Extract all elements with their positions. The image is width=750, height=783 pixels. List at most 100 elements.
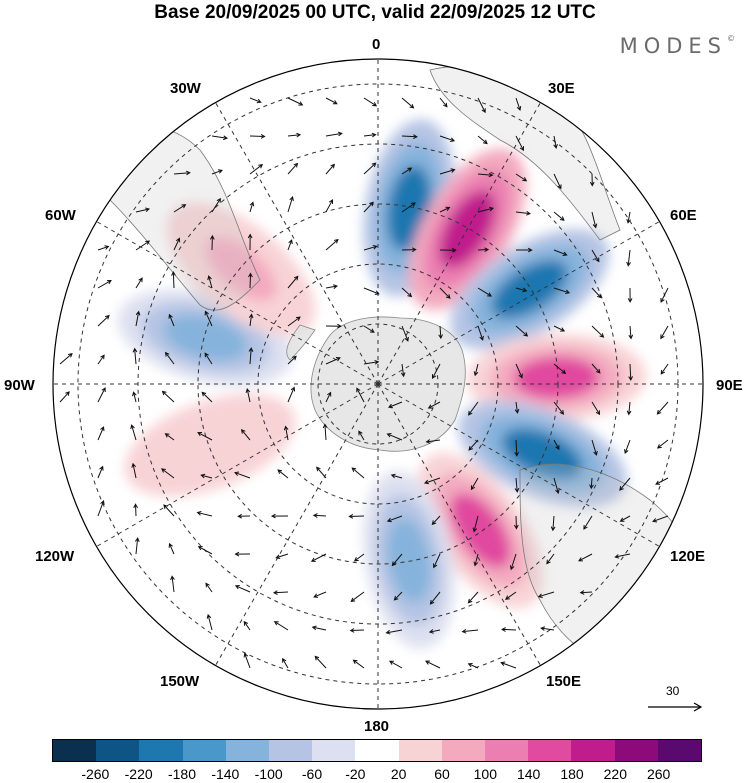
lon-label-90w: 90W xyxy=(4,377,35,394)
wind-vector xyxy=(287,196,294,213)
wind-vector xyxy=(619,477,631,491)
wind-vector xyxy=(515,210,531,216)
wind-vector xyxy=(135,240,151,251)
wind-vector xyxy=(325,163,336,175)
wind-vector xyxy=(287,355,297,365)
wind-vector xyxy=(353,553,365,562)
wind-vector xyxy=(351,467,365,479)
anomaly-blob xyxy=(205,237,277,301)
wind-vector xyxy=(401,287,413,298)
wind-vector xyxy=(628,363,633,382)
wind-vector xyxy=(97,387,106,403)
wind-vector xyxy=(363,287,380,295)
wind-vector xyxy=(591,211,598,229)
wind-vector xyxy=(385,629,403,635)
colorbar-swatch xyxy=(441,740,486,761)
wind-vector xyxy=(97,426,105,441)
wind-vector xyxy=(325,323,342,329)
wind-vector xyxy=(660,287,669,303)
wind-vector xyxy=(627,287,633,303)
wind-vector xyxy=(515,97,522,112)
wind-vector xyxy=(363,359,380,365)
colorbar-swatch xyxy=(225,740,270,761)
wind-vector xyxy=(477,325,484,341)
wind-vector xyxy=(97,314,110,327)
wind-vector xyxy=(168,542,175,555)
wind-vector xyxy=(500,661,517,669)
wind-vector xyxy=(363,162,377,175)
wind-vector xyxy=(660,363,669,375)
wind-vector xyxy=(275,553,289,559)
wind-vector xyxy=(477,172,494,178)
wind-vector xyxy=(477,135,488,145)
lon-label-0: 0 xyxy=(372,36,381,53)
wind-vector xyxy=(272,590,289,595)
wind-vector xyxy=(135,207,151,213)
colorbar-swatch xyxy=(528,740,572,761)
wind-vector xyxy=(468,439,479,451)
logo-mark: © xyxy=(727,34,735,43)
wind-vector xyxy=(515,135,524,152)
anomaly-blob xyxy=(491,260,568,319)
meridian-line xyxy=(96,221,379,385)
wind-vector xyxy=(509,553,517,571)
wind-vector xyxy=(614,553,631,559)
wind-vector xyxy=(429,591,441,605)
wind-vector xyxy=(240,428,251,441)
colorbar-swatch xyxy=(182,740,226,761)
wind-vector xyxy=(591,325,605,338)
wind-vector xyxy=(591,439,598,456)
wind-vectors xyxy=(59,97,669,669)
wind-vector xyxy=(273,621,289,631)
colorbar-tick-label: -140 xyxy=(211,766,240,782)
colorbar-tick-label: 140 xyxy=(516,766,541,782)
logo-text: MODES xyxy=(619,34,727,58)
wind-vector xyxy=(389,660,403,669)
wind-vector xyxy=(363,201,374,213)
anomaly-blob xyxy=(450,493,511,568)
wind-vector xyxy=(348,514,365,519)
wind-vector xyxy=(201,391,213,403)
wind-vector xyxy=(467,663,479,669)
wind-vector xyxy=(248,272,253,289)
wind-vector xyxy=(427,401,441,409)
wind-vector xyxy=(249,97,262,104)
wind-vector xyxy=(164,433,175,441)
reference-vector-value: 30 xyxy=(666,684,680,698)
colorbar-swatch xyxy=(96,740,140,761)
map-title: Base 20/09/2025 00 UTC, valid 22/09/2025… xyxy=(154,2,596,23)
wind-vector xyxy=(619,515,631,522)
wind-vector xyxy=(161,468,175,479)
wind-vector xyxy=(553,401,565,415)
wind-vector xyxy=(161,390,175,403)
wind-vector xyxy=(325,284,339,289)
lon-label-120w: 120W xyxy=(35,548,75,565)
wind-vector xyxy=(401,247,417,253)
wind-vector xyxy=(477,206,495,213)
wind-vector xyxy=(97,245,110,251)
wind-vector xyxy=(391,553,403,567)
wind-vector xyxy=(356,387,365,403)
wind-vector xyxy=(656,401,669,415)
anomaly-blob xyxy=(387,517,431,603)
wind-vector xyxy=(513,515,519,530)
wind-vector xyxy=(270,513,289,519)
wind-vector xyxy=(358,430,365,441)
wind-vector xyxy=(133,503,138,517)
wind-vector xyxy=(197,432,213,441)
wind-vector xyxy=(322,423,328,441)
wind-vector xyxy=(249,134,266,139)
colorbar-tick-label: -20 xyxy=(345,766,366,782)
wind-vector xyxy=(467,401,479,416)
anomaly-blob xyxy=(513,356,600,399)
wind-vector xyxy=(553,135,558,149)
wind-vector xyxy=(196,511,213,517)
wind-vector xyxy=(461,628,479,634)
lon-label-180: 180 xyxy=(364,718,390,735)
wind-vector xyxy=(546,553,555,565)
colorbar-tick-label: 60 xyxy=(434,766,450,782)
meridian-line xyxy=(215,383,379,666)
wind-vector xyxy=(168,313,175,327)
wind-vector xyxy=(325,391,332,403)
wind-vector xyxy=(591,363,601,374)
